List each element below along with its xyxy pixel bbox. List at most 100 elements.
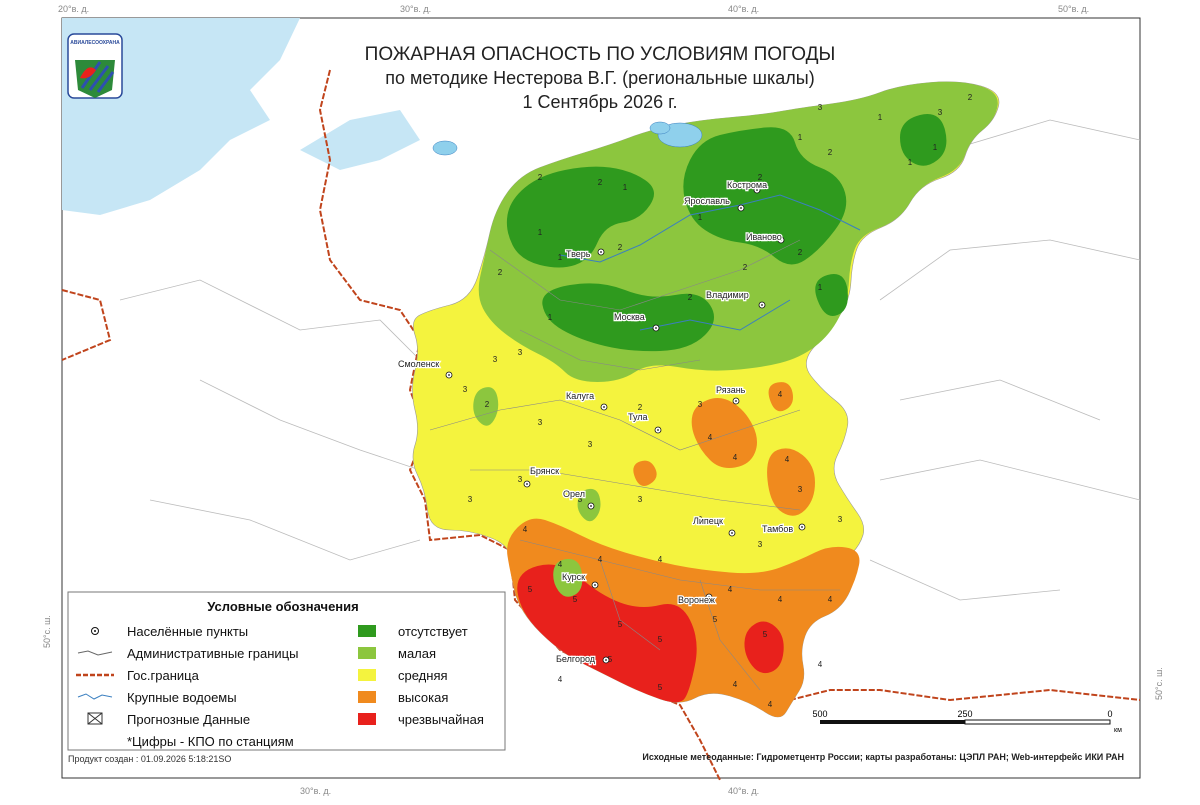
city-label: Белгород <box>556 654 596 664</box>
scale-label: 250 <box>957 709 972 719</box>
city-label: Воронеж <box>678 595 715 605</box>
city-dot <box>594 584 596 586</box>
legend-class-label: высокая <box>398 690 448 705</box>
station-value: 4 <box>818 660 823 669</box>
grat-bottom: 40°в. д. <box>728 786 759 796</box>
grat-top: 40°в. д. <box>728 4 759 14</box>
station-value: 5 <box>658 635 663 644</box>
station-value: 5 <box>618 620 623 629</box>
city-label: Тамбов <box>762 524 793 534</box>
date: 1 Сентябрь 2026 г. <box>522 92 677 112</box>
station-value: 1 <box>818 283 823 292</box>
station-layer: 2 2 1 1 2 1 2 1 2 1 2 1 3 2 1 1 3 2 1 2 2 1 3 3 3 2 3 3 2 3 4 4 4 4 3 3 3 3 3 3… <box>463 93 973 709</box>
legend-swatch <box>358 625 376 637</box>
station-value: 1 <box>698 213 703 222</box>
subtitle: по методике Нестерова В.Г. (региональные… <box>385 68 814 88</box>
city-label: Орел <box>563 489 585 499</box>
legend-symbol-label: Гос.граница <box>127 668 200 683</box>
city-label: Тула <box>628 412 648 422</box>
station-value: 1 <box>548 313 553 322</box>
station-value: 5 <box>608 655 613 664</box>
city-dot <box>600 251 602 253</box>
station-value: 2 <box>618 243 623 252</box>
grat-top: 20°в. д. <box>58 4 89 14</box>
scale-unit: км <box>1114 727 1122 734</box>
station-value: 3 <box>538 418 543 427</box>
grat-top: 50°в. д. <box>1058 4 1089 14</box>
station-value: 1 <box>623 183 628 192</box>
city-layer: Кострома Ярославль Иваново Тверь Владимир Мос… <box>397 179 806 665</box>
scale-bar: 500 250 0 км <box>812 709 1122 734</box>
city-label: Тверь <box>566 249 591 259</box>
city-dot <box>735 400 737 402</box>
station-value: 5 <box>763 630 768 639</box>
city-dot <box>655 327 657 329</box>
station-value: 2 <box>828 148 833 157</box>
admin-borders <box>119 119 1141 601</box>
city-label: Брянск <box>530 466 559 476</box>
station-value: 5 <box>573 595 578 604</box>
created: Продукт создан : 01.09.2026 5:18:21SO <box>68 754 231 764</box>
zone-none <box>506 114 947 352</box>
station-value: 1 <box>878 113 883 122</box>
station-value: 4 <box>778 595 783 604</box>
city-dot <box>731 532 733 534</box>
title: ПОЖАРНАЯ ОПАСНОСТЬ ПО УСЛОВИЯМ ПОГОДЫ <box>365 44 836 65</box>
city-dot <box>657 429 659 431</box>
legend-swatch <box>358 691 376 703</box>
city-label: Рязань <box>716 385 746 395</box>
city-dot <box>526 483 528 485</box>
station-value: 3 <box>838 515 843 524</box>
logo-text: АВИАЛЕСООХРАНА <box>70 40 120 46</box>
legend-title: Условные обозначения <box>207 599 358 614</box>
station-value: 4 <box>828 595 833 604</box>
city-dot <box>448 374 450 376</box>
station-value: 4 <box>778 390 783 399</box>
station-value: 2 <box>798 248 803 257</box>
city-dot <box>603 406 605 408</box>
station-value: 3 <box>518 475 523 484</box>
legend-swatch <box>358 647 376 659</box>
station-value: 3 <box>588 440 593 449</box>
station-value: 2 <box>688 293 693 302</box>
station-value: 4 <box>728 585 733 594</box>
station-value: 4 <box>733 680 738 689</box>
legend-symbol-label: Административные границы <box>127 646 298 661</box>
city-label: Ярославль <box>684 196 730 206</box>
station-value: 4 <box>658 555 663 564</box>
station-value: 4 <box>558 560 563 569</box>
legend-swatch <box>358 669 376 681</box>
station-value: 4 <box>785 455 790 464</box>
station-value: 3 <box>938 108 943 117</box>
legend-symbol-label: *Цифры - КПО по станциям <box>127 734 294 749</box>
city-dot <box>740 207 742 209</box>
city-dot <box>756 189 758 191</box>
station-value: 3 <box>463 385 468 394</box>
grat-top: 30°в. д. <box>400 4 431 14</box>
station-value: 3 <box>758 540 763 549</box>
station-value: 2 <box>498 268 503 277</box>
station-value: 3 <box>698 400 703 409</box>
region-borders <box>429 239 840 691</box>
legend-class-label: малая <box>398 646 436 661</box>
zone-extreme <box>517 564 784 703</box>
city-label: Липецк <box>693 516 723 526</box>
station-value: 3 <box>518 348 523 357</box>
city-label: Москва <box>614 312 645 322</box>
station-value: 2 <box>968 93 973 102</box>
station-value: 4 <box>558 675 563 684</box>
city-dot <box>708 596 710 598</box>
station-value: 1 <box>933 143 938 152</box>
station-value: 4 <box>733 453 738 462</box>
legend-class-label: чрезвычайная <box>398 712 484 727</box>
credits: Исходные метеоданные: Гидрометцентр Росс… <box>642 752 1124 762</box>
city-dot <box>801 526 803 528</box>
grat-left: 50°с. ш. <box>42 615 52 648</box>
station-value: 1 <box>798 133 803 142</box>
station-value: 1 <box>538 228 543 237</box>
city-label: Калуга <box>566 391 594 401</box>
station-value: 3 <box>798 485 803 494</box>
city-label: Иваново <box>746 232 782 242</box>
city-dot <box>761 304 763 306</box>
